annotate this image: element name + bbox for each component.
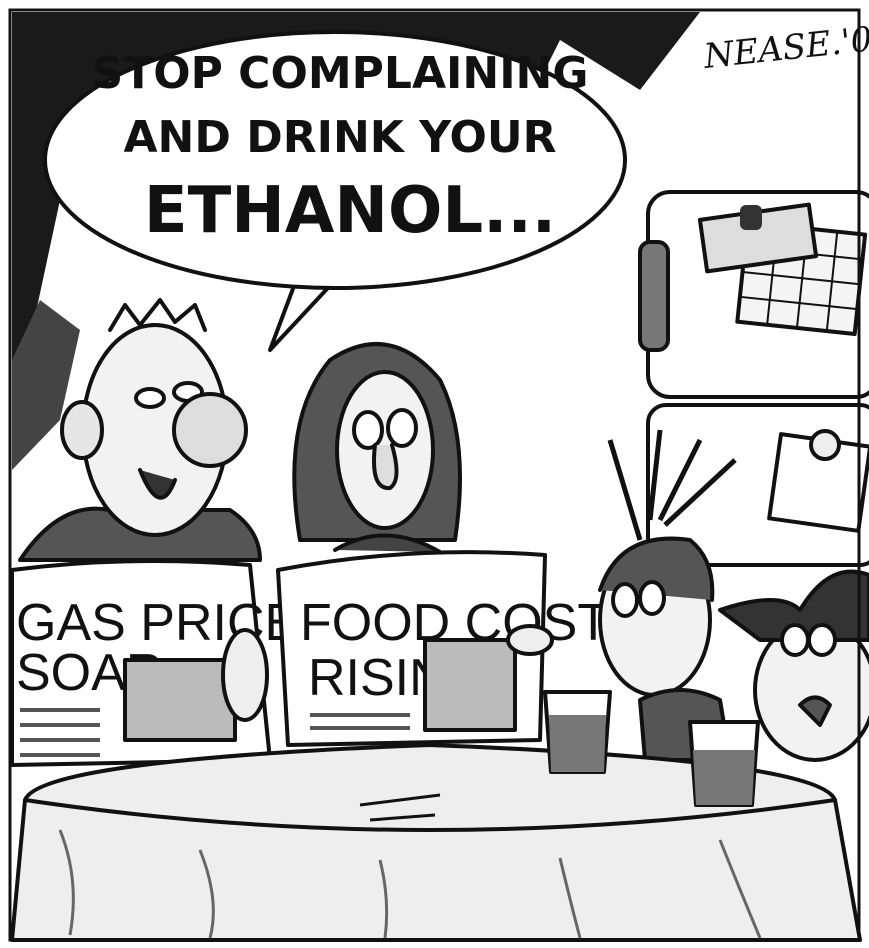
magnet xyxy=(740,205,762,230)
speech-line: STOP COMPLAINING xyxy=(92,48,589,99)
glass xyxy=(545,692,610,772)
fridge xyxy=(640,192,869,565)
cartoon: STOP COMPLAINING AND DRINK YOUR ETHANOL.… xyxy=(0,0,869,948)
speech-line: AND DRINK YOUR xyxy=(123,112,556,163)
glass xyxy=(690,722,758,805)
speech-line: ETHANOL... xyxy=(144,174,556,248)
woman xyxy=(294,344,460,552)
